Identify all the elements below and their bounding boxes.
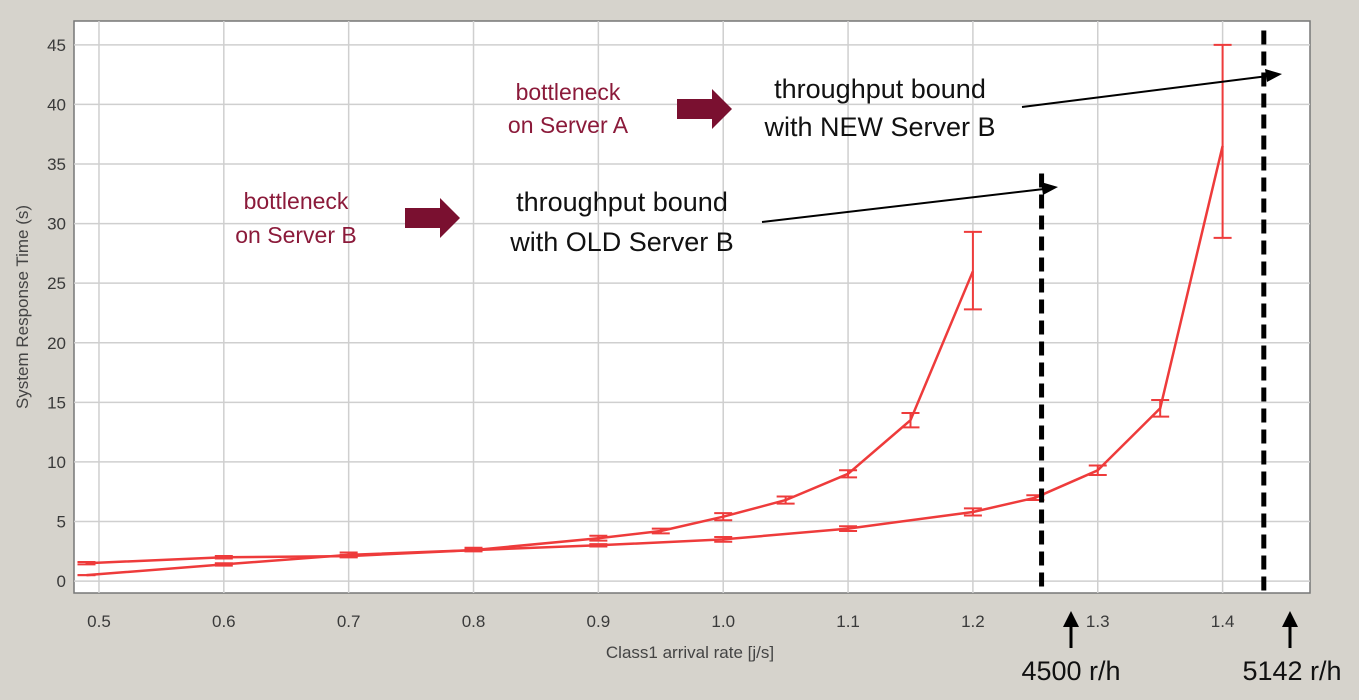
- x-tick-label: 1.4: [1211, 612, 1235, 631]
- bound-new-line1: throughput bound: [774, 74, 986, 104]
- error-bar: [963, 230, 982, 311]
- x-tick-label: 1.1: [836, 612, 860, 631]
- error-bar: [214, 562, 233, 567]
- x-tick-label: 0.5: [87, 612, 111, 631]
- y-tick-label: 20: [47, 334, 66, 353]
- y-tick-label: 15: [47, 393, 66, 412]
- x-tick-label: 0.6: [212, 612, 236, 631]
- pointer-arrow-old: [761, 182, 1058, 223]
- bottleneck-a-line1: bottleneck: [516, 79, 621, 105]
- error-bar: [714, 535, 733, 543]
- error-bar: [589, 543, 608, 548]
- x-tick-label: 0.9: [587, 612, 611, 631]
- series-line: [86, 145, 1224, 565]
- error-bar: [1213, 43, 1232, 239]
- y-axis-label: System Response Time (s): [13, 205, 32, 409]
- x-tick-label: 0.7: [337, 612, 361, 631]
- error-bar: [839, 469, 858, 479]
- x-tick-labels: 0.5 0.6 0.7 0.8 0.9 1.0 1.1 1.2 1.3 1.4: [87, 612, 1234, 631]
- y-tick-label: 5: [57, 513, 66, 532]
- y-tick-label: 45: [47, 36, 66, 55]
- error-bar: [776, 495, 795, 505]
- error-bar: [901, 412, 920, 429]
- bound-new-line2: with NEW Server B: [763, 112, 995, 142]
- rate-marker-old: [1063, 611, 1079, 648]
- x-tick-label: 1.3: [1086, 612, 1110, 631]
- y-tick-label: 0: [57, 572, 66, 591]
- bottleneck-b-line2: on Server B: [235, 222, 356, 248]
- error-bar: [839, 525, 858, 533]
- y-tick-label: 10: [47, 453, 66, 472]
- y-tick-label: 40: [47, 95, 66, 114]
- bound-old-line2: with OLD Server B: [509, 227, 734, 257]
- data-series: [77, 43, 1232, 577]
- error-bar: [589, 534, 608, 542]
- bound-old-line1: throughput bound: [516, 187, 728, 217]
- rate-label-old: 4500 r/h: [1021, 656, 1120, 686]
- y-tick-label: 35: [47, 155, 66, 174]
- error-bar: [214, 555, 233, 560]
- pointer-arrow-new: [1021, 69, 1282, 108]
- error-bar: [1151, 398, 1170, 418]
- error-bar: [963, 507, 982, 517]
- rate-marker-new: [1282, 611, 1298, 648]
- bottleneck-a-line2: on Server A: [508, 112, 629, 138]
- error-bar: [651, 527, 670, 535]
- error-bar: [1088, 464, 1107, 477]
- error-bar: [714, 512, 733, 522]
- error-bar: [464, 547, 483, 553]
- bottleneck-b-line1: bottleneck: [244, 188, 349, 214]
- y-tick-labels: 0 5 10 15 20 25 30 35 40 45: [47, 36, 66, 591]
- y-tick-label: 25: [47, 274, 66, 293]
- error-bar: [339, 553, 358, 559]
- y-tick-label: 30: [47, 215, 66, 234]
- x-axis-label: Class1 arrival rate [j/s]: [606, 643, 774, 662]
- arrow-right-icon: [405, 198, 460, 238]
- error-bar: [77, 561, 96, 566]
- throughput-bound-lines: [1039, 30, 1267, 593]
- arrow-right-icon: [677, 89, 732, 129]
- rate-label-new: 5142 r/h: [1242, 656, 1341, 686]
- x-tick-label: 1.2: [961, 612, 985, 631]
- x-tick-label: 1.0: [711, 612, 735, 631]
- x-tick-label: 0.8: [462, 612, 486, 631]
